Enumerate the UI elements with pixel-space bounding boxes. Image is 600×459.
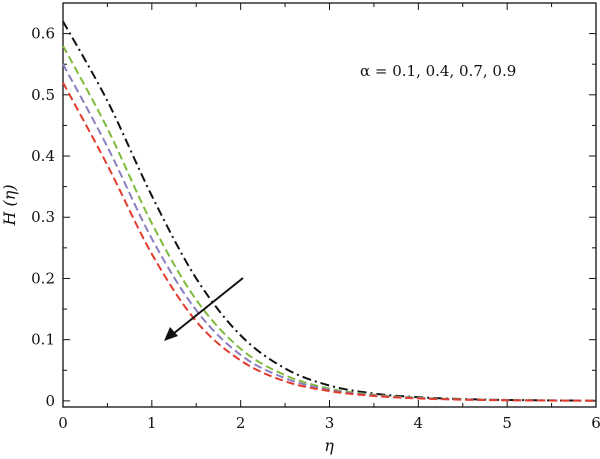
y-tick-label: 0 xyxy=(45,392,55,410)
series-line-2 xyxy=(62,45,597,402)
x-axis-label: η xyxy=(324,436,334,455)
x-tick-label: 3 xyxy=(325,414,335,432)
x-tick-label: 6 xyxy=(591,414,600,432)
y-tick-label: 0.1 xyxy=(31,331,55,349)
x-tick-labels: 0 1 2 3 4 5 6 xyxy=(58,414,600,432)
series-line-4 xyxy=(62,82,597,402)
y-tick-label: 0.4 xyxy=(31,147,55,165)
x-tick-label: 0 xyxy=(58,414,68,432)
alpha-annotation: α = 0.1, 0.4, 0.7, 0.9 xyxy=(360,62,516,80)
trend-arrow xyxy=(164,277,244,341)
y-tick-label: 0.2 xyxy=(31,269,55,287)
y-tick-label: 0.3 xyxy=(31,208,55,226)
series-group xyxy=(62,20,597,402)
series-line-3 xyxy=(62,63,597,402)
y-tick-label: 0.6 xyxy=(31,25,55,43)
axis-ticks xyxy=(62,3,597,407)
x-tick-label: 4 xyxy=(414,414,424,432)
y-tick-labels: 0 0.1 0.2 0.3 0.4 0.5 0.6 xyxy=(31,25,55,410)
x-tick-label: 5 xyxy=(502,414,512,432)
x-tick-label: 2 xyxy=(236,414,246,432)
y-tick-label: 0.5 xyxy=(31,86,55,104)
x-tick-label: 1 xyxy=(147,414,157,432)
y-axis-label: H (η) xyxy=(0,184,19,226)
